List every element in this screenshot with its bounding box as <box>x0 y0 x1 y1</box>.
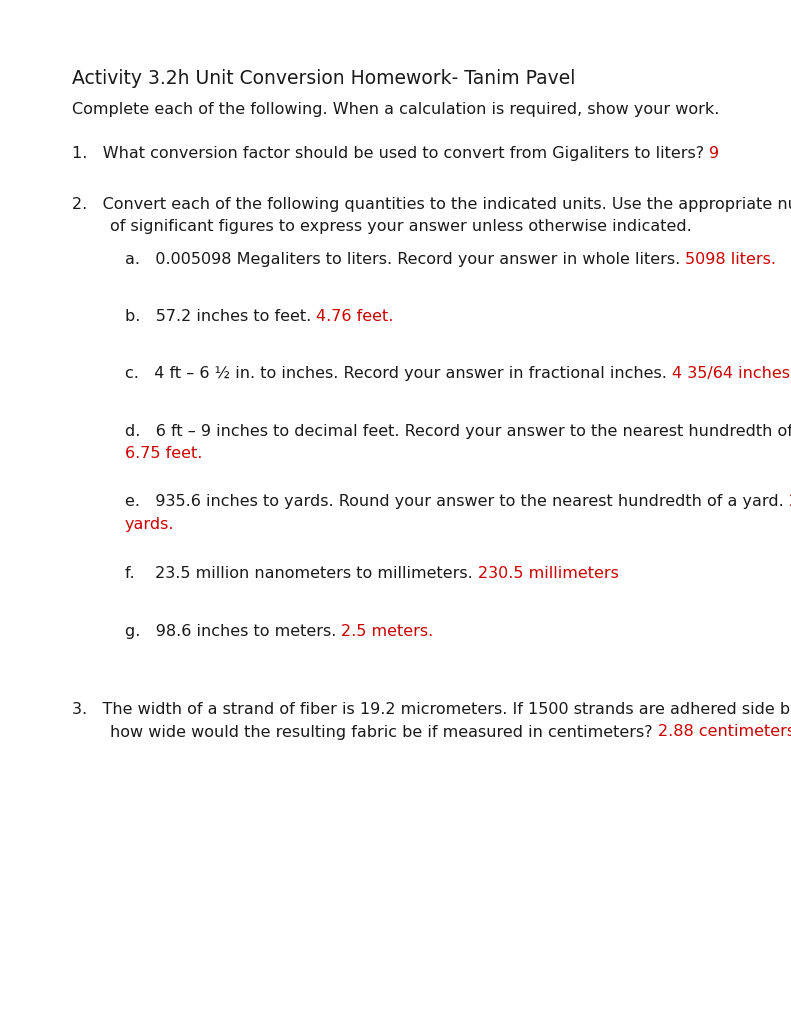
Text: 6.75 feet.: 6.75 feet. <box>125 446 202 462</box>
Text: g.   98.6 inches to meters.: g. 98.6 inches to meters. <box>125 624 342 639</box>
Text: 2.   Convert each of the following quantities to the indicated units. Use the ap: 2. Convert each of the following quantit… <box>72 197 791 212</box>
Text: 4 35/64 inches.: 4 35/64 inches. <box>672 366 791 381</box>
Text: of significant figures to express your answer unless otherwise indicated.: of significant figures to express your a… <box>110 219 692 234</box>
Text: f.    23.5 million nanometers to millimeters.: f. 23.5 million nanometers to millimeter… <box>125 566 478 581</box>
Text: 1.   What conversion factor should be used to convert from Gigaliters to liters?: 1. What conversion factor should be used… <box>72 146 710 161</box>
Text: Activity 3.2h Unit Conversion Homework- Tanim Pavel: Activity 3.2h Unit Conversion Homework- … <box>72 69 575 88</box>
Text: c.   4 ft – 6 ½ in. to inches. Record your answer in fractional inches.: c. 4 ft – 6 ½ in. to inches. Record your… <box>125 366 672 381</box>
Text: 9: 9 <box>710 146 719 161</box>
Text: b.   57.2 inches to feet.: b. 57.2 inches to feet. <box>125 309 316 324</box>
Text: a.   0.005098 Megaliters to liters. Record your answer in whole liters.: a. 0.005098 Megaliters to liters. Record… <box>125 252 685 267</box>
Text: 25.99: 25.99 <box>789 494 791 509</box>
Text: yards.: yards. <box>125 516 175 531</box>
Text: 4.76 feet.: 4.76 feet. <box>316 309 394 324</box>
Text: 230.5 millimeters: 230.5 millimeters <box>478 566 619 581</box>
Text: 2.88 centimeters.: 2.88 centimeters. <box>658 725 791 739</box>
Text: d.   6 ft – 9 inches to decimal feet. Record your answer to the nearest hundredt: d. 6 ft – 9 inches to decimal feet. Reco… <box>125 424 791 439</box>
Text: how wide would the resulting fabric be if measured in centimeters?: how wide would the resulting fabric be i… <box>110 725 658 739</box>
Text: Complete each of the following. When a calculation is required, show your work.: Complete each of the following. When a c… <box>72 102 719 117</box>
Text: 2.5 meters.: 2.5 meters. <box>342 624 433 639</box>
Text: 5098 liters.: 5098 liters. <box>685 252 777 267</box>
Text: e.   935.6 inches to yards. Round your answer to the nearest hundredth of a yard: e. 935.6 inches to yards. Round your ans… <box>125 494 789 509</box>
Text: 3.   The width of a strand of fiber is 19.2 micrometers. If 1500 strands are adh: 3. The width of a strand of fiber is 19.… <box>72 702 791 717</box>
